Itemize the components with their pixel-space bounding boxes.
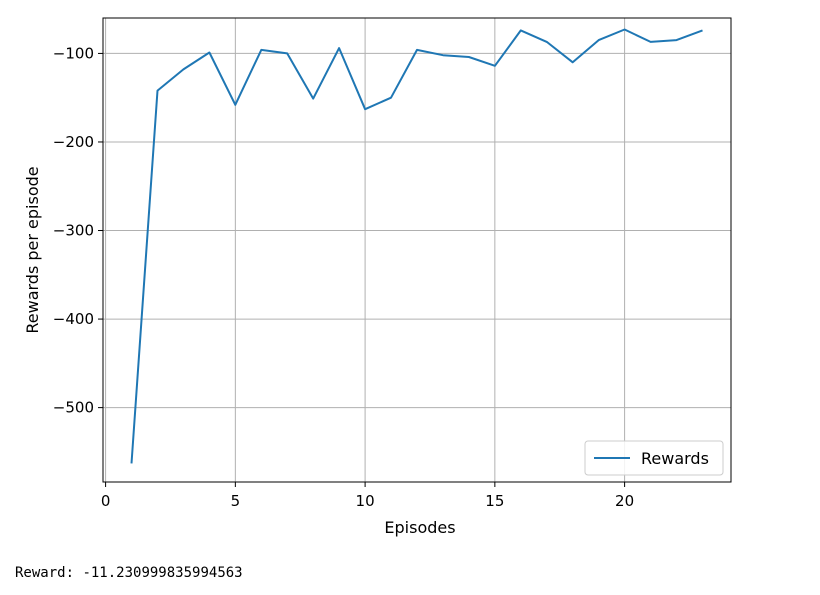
- x-tick-label: 10: [356, 492, 375, 510]
- reward-output-label: Reward:: [15, 565, 75, 581]
- y-tick-label: −300: [53, 222, 94, 240]
- plot-frame: [102, 17, 732, 483]
- x-tick-label: 5: [231, 492, 241, 510]
- legend-box: [584, 440, 724, 476]
- series-group: [130, 28, 703, 464]
- grid-lines: [103, 18, 731, 482]
- reward-output-value: -11.230999835994563: [82, 565, 243, 581]
- reward-output: Reward: -11.230999835994563: [15, 565, 243, 581]
- tick-group: 0 5 10 15 20 −100 −200 −300 −400 −500: [53, 44, 634, 510]
- x-axis-label: Episodes: [384, 518, 455, 537]
- legend-label: Rewards: [641, 449, 709, 468]
- reward-line-chart: 0 5 10 15 20 −100 −200 −300 −400 −500 Episodes Re…: [23, 17, 732, 537]
- y-axis-label: Rewards per episode: [23, 166, 42, 333]
- y-tick-label: −200: [53, 133, 94, 151]
- series-line-rewards: [130, 28, 703, 464]
- x-tick-label: 15: [485, 492, 504, 510]
- legend: Rewards: [584, 440, 724, 476]
- x-tick-label: 20: [615, 492, 634, 510]
- y-tick-label: −400: [53, 310, 94, 328]
- y-tick-label: −500: [53, 399, 94, 417]
- x-tick-label: 0: [101, 492, 111, 510]
- y-tick-label: −100: [53, 44, 94, 62]
